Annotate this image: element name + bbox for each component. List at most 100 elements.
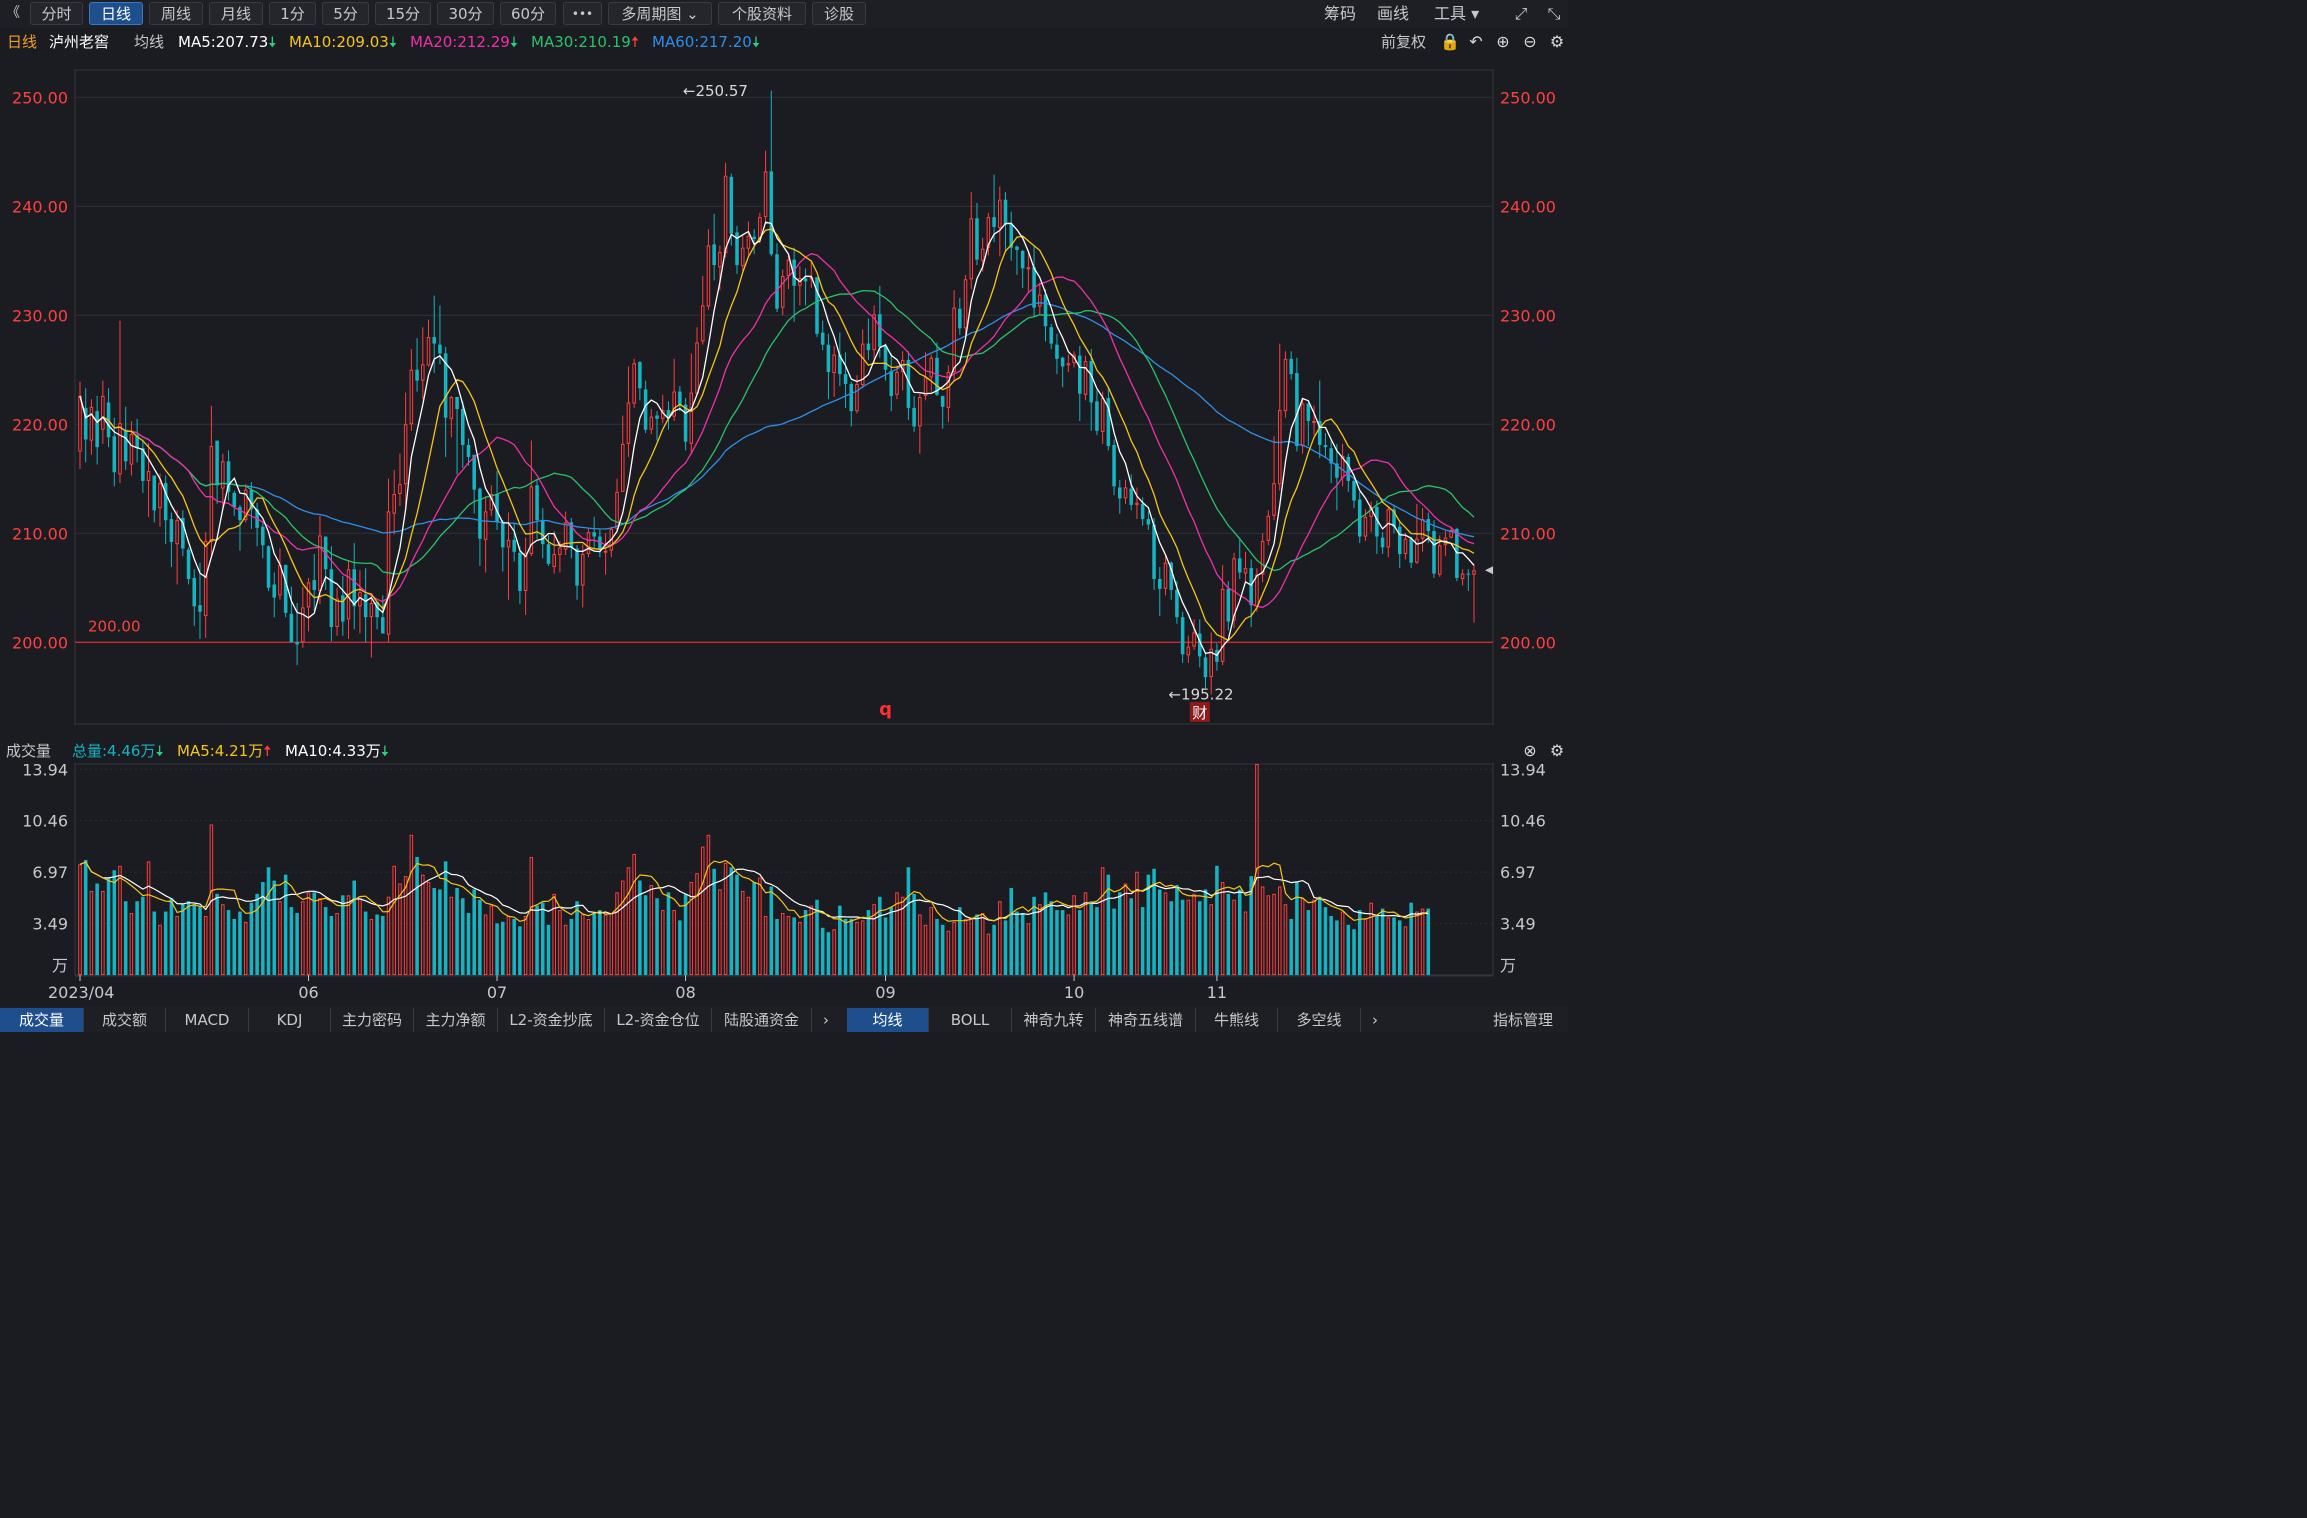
tab-overlay-2[interactable]: BOLL <box>929 1008 1012 1032</box>
diagnose-button[interactable]: 诊股 <box>812 2 866 25</box>
volume-bar <box>1066 914 1071 975</box>
tab-indicator-7[interactable]: L2-资金抄底 <box>498 1008 605 1032</box>
volume-bar <box>855 921 859 975</box>
period-tab-6[interactable]: 5分 <box>322 2 369 25</box>
candle-body <box>306 582 311 608</box>
candle <box>232 490 237 516</box>
tab-indicator-6[interactable]: 主力净额 <box>414 1008 498 1032</box>
period-tab-4[interactable]: 月线 <box>209 2 263 25</box>
candle-body <box>1038 294 1042 307</box>
chevron-right-icon[interactable]: › <box>1372 1011 1378 1029</box>
volume-bar <box>620 880 625 975</box>
settings-gear-icon[interactable]: ⚙ <box>1549 741 1565 760</box>
volume-bar <box>1369 902 1373 975</box>
volume-bar <box>466 913 471 975</box>
indicator-manage-button[interactable]: 指标管理 <box>1492 1011 1553 1029</box>
tab-overlay-1[interactable]: 均线 <box>847 1008 929 1032</box>
tab-overlay-4[interactable]: 神奇五线谱 <box>1096 1008 1196 1032</box>
tab-indicator-8[interactable]: L2-资金仓位 <box>605 1008 712 1032</box>
volume-bar <box>1140 907 1145 975</box>
candle <box>712 213 716 281</box>
period-tab-9[interactable]: 60分 <box>500 2 556 25</box>
candle-body <box>780 276 785 308</box>
tab-overlay-5[interactable]: 牛熊线 <box>1196 1008 1278 1032</box>
candle-body <box>215 440 219 486</box>
settings-gear-icon[interactable]: ⚙ <box>1549 32 1565 51</box>
fullscreen-icon[interactable]: ⤢ <box>1514 4 1528 23</box>
period-tab-1[interactable]: 分时 <box>30 2 83 25</box>
tab-indicator-5[interactable]: 主力密码 <box>331 1008 414 1032</box>
volume-bar <box>1175 884 1179 975</box>
price-tick-label: 200.00 <box>1500 633 1556 652</box>
x-tick-label: 09 <box>875 983 895 1002</box>
x-tick-label: 10 <box>1064 983 1084 1002</box>
period-tab-5[interactable]: 1分 <box>269 2 316 25</box>
candle-body <box>95 411 99 448</box>
chips-button[interactable]: 筹码 <box>1324 4 1357 23</box>
price-annotations: ←250.57 ←195.22 q 财 <box>683 82 1234 722</box>
zoom-out-icon[interactable]: ⊖ <box>1523 32 1537 51</box>
more-periods-button[interactable]: ••• <box>563 2 602 25</box>
tab-indicator-4[interactable]: KDJ <box>249 1008 331 1032</box>
volume-bar <box>1215 865 1219 975</box>
collapse-icon[interactable]: 《 <box>6 5 20 21</box>
volume-bar <box>438 889 442 975</box>
candle <box>1352 477 1356 509</box>
ma-label[interactable]: 均线 <box>134 33 165 51</box>
volume-bar <box>923 924 928 975</box>
stock-name[interactable]: 泸州老窖 <box>49 33 110 51</box>
tab-indicator-1[interactable]: 成交量 <box>0 1008 84 1032</box>
tab-indicator-9[interactable]: 陆股通资金 <box>712 1008 812 1032</box>
period-tab-8[interactable]: 30分 <box>437 2 494 25</box>
volume-bar <box>358 898 362 975</box>
candle-body <box>301 607 305 643</box>
close-icon[interactable]: ⊗ <box>1523 741 1537 760</box>
candle <box>135 418 139 463</box>
candle-body <box>683 404 688 442</box>
tab-overlay-6[interactable]: 多空线 <box>1278 1008 1361 1032</box>
volume-bar <box>815 899 819 975</box>
volume-bar <box>883 917 888 975</box>
candle <box>141 439 145 493</box>
tab-indicator-3[interactable]: MACD <box>166 1008 249 1032</box>
stock-info-button[interactable]: 个股资料 <box>718 2 806 25</box>
candle <box>1283 351 1288 418</box>
candle <box>209 405 214 556</box>
expand-icon[interactable]: ⤡ <box>1547 4 1561 23</box>
candle <box>1180 611 1185 663</box>
zoom-in-icon[interactable]: ⊕ <box>1496 32 1510 51</box>
period-tab-2[interactable]: 日线 <box>89 2 143 25</box>
volume-title[interactable]: 成交量 <box>6 742 52 760</box>
adjust-mode[interactable]: 前复权 <box>1381 33 1427 51</box>
volume-bar <box>1123 883 1128 975</box>
volume-bar <box>106 877 111 975</box>
undo-icon[interactable]: ↶ <box>1469 32 1483 51</box>
volume-bar <box>843 918 848 975</box>
candle-body <box>426 337 431 366</box>
chevron-right-icon[interactable]: › <box>823 1011 829 1029</box>
price-tick-label: 220.00 <box>12 415 68 434</box>
period-tab-3[interactable]: 周线 <box>149 2 203 25</box>
lock-icon[interactable]: 🔒 <box>1440 32 1460 51</box>
candle <box>1095 390 1099 436</box>
volume-bar <box>1192 893 1196 975</box>
volume-bar <box>461 898 465 975</box>
candle-body <box>432 337 436 344</box>
candle <box>752 229 756 255</box>
candle <box>203 532 208 638</box>
multi-period-dropdown[interactable]: 多周期图 ⌄ <box>608 2 712 25</box>
volume-axis: 13.94 13.94 10.46 10.46 6.97 6.97 3.49 3.49 万 万 <box>22 760 1546 975</box>
draw-button[interactable]: 画线 <box>1377 4 1410 23</box>
tab-indicator-2[interactable]: 成交额 <box>84 1008 166 1032</box>
tab-overlay-3[interactable]: 神奇九转 <box>1012 1008 1096 1032</box>
volume-bar <box>838 905 842 975</box>
volume-bar <box>1386 917 1391 975</box>
tools-dropdown[interactable]: 工具 ▾ <box>1434 4 1480 23</box>
candle-body <box>603 550 608 553</box>
volume-bar <box>609 913 614 975</box>
volume-bar <box>261 882 265 975</box>
period-tab-7[interactable]: 15分 <box>375 2 431 25</box>
candle-body <box>152 475 157 511</box>
volume-bar <box>1397 920 1402 975</box>
candle-body <box>552 553 556 568</box>
